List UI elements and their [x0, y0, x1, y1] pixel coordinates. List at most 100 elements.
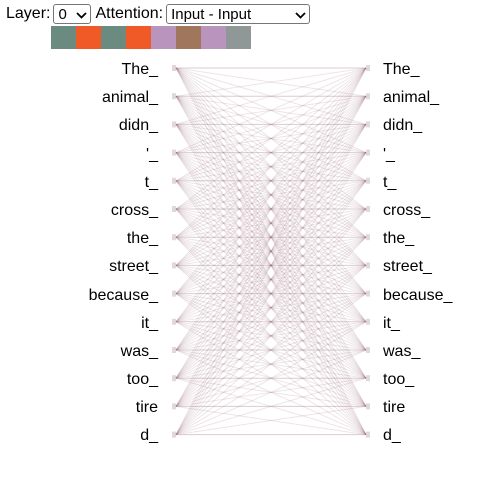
- right-token-7[interactable]: street_: [383, 258, 432, 276]
- attention-line: [175, 180, 367, 379]
- left-token-0[interactable]: The_: [121, 61, 158, 78]
- attention-line: [175, 124, 367, 407]
- attention-line: [175, 180, 367, 295]
- right-token-8[interactable]: because_: [383, 286, 453, 304]
- attention-line: [175, 67, 367, 238]
- attention-line: [175, 208, 367, 379]
- head-swatch-5[interactable]: [176, 26, 201, 49]
- attention-line: [175, 321, 367, 436]
- attention-line: [175, 95, 367, 435]
- attention-line: [175, 95, 367, 125]
- left-token-12[interactable]: tire: [135, 399, 158, 417]
- right-token-5[interactable]: cross_: [383, 201, 431, 219]
- attention-line: [175, 321, 367, 436]
- attention-line: [175, 208, 367, 266]
- right-token-6[interactable]: the_: [383, 230, 415, 248]
- attention-line: [175, 152, 367, 210]
- attention-line: [175, 377, 367, 407]
- right-token-11[interactable]: too_: [383, 371, 415, 389]
- attention-line: [175, 124, 367, 294]
- head-swatch-1[interactable]: [76, 26, 101, 49]
- head-swatch-7[interactable]: [226, 26, 251, 49]
- attention-line: [175, 124, 367, 323]
- attention-line: [175, 264, 367, 379]
- attention-line: [175, 293, 367, 436]
- attention-line: [175, 123, 367, 210]
- attention-line: [175, 180, 367, 407]
- layer-select-value: 0: [58, 6, 67, 23]
- left-token-9[interactable]: it_: [141, 314, 158, 332]
- left-token-4[interactable]: t_: [144, 173, 158, 191]
- attention-line: [175, 236, 367, 379]
- left-token-13[interactable]: d_: [140, 427, 158, 445]
- attention-line: [175, 236, 367, 435]
- right-token-4[interactable]: t_: [383, 173, 397, 191]
- right-token-2[interactable]: didn_: [383, 117, 423, 135]
- right-token-column: The_ animal_ didn_ '_ t_ cross_ the_ street_bec…: [383, 56, 452, 451]
- right-token-3[interactable]: '_: [383, 145, 395, 163]
- head-swatch-4[interactable]: [151, 26, 176, 49]
- attention-line: [175, 236, 367, 295]
- left-token-10[interactable]: was_: [120, 342, 158, 360]
- attention-line: [175, 236, 367, 435]
- attention-line: [175, 123, 367, 182]
- right-token-12[interactable]: tire: [383, 399, 406, 417]
- token-anchor-marker: [172, 65, 176, 71]
- left-token-11[interactable]: too_: [126, 371, 158, 389]
- left-token-5[interactable]: cross_: [110, 201, 158, 219]
- attention-label: Attention:: [95, 5, 164, 22]
- attention-line: [175, 264, 367, 323]
- attention-line: [175, 67, 367, 351]
- attention-line: [175, 405, 367, 436]
- attention-line: [175, 293, 367, 351]
- right-token-13[interactable]: d_: [383, 427, 401, 445]
- attention-line: [175, 67, 367, 351]
- token-anchor-marker: [172, 149, 176, 156]
- attention-line: [175, 124, 367, 379]
- attention-line: [175, 264, 367, 407]
- token-anchor-marker: [172, 403, 176, 410]
- attention-line: [175, 67, 367, 97]
- left-token-3[interactable]: '_: [146, 145, 158, 163]
- attention-line: [175, 264, 367, 351]
- attention-line: [175, 180, 367, 379]
- attention-line: [175, 124, 367, 379]
- attention-line: [175, 95, 367, 407]
- token-anchor-marker: [366, 234, 370, 241]
- head-swatch-2[interactable]: [101, 26, 126, 49]
- attention-line: [175, 95, 367, 210]
- attention-line: [175, 293, 367, 351]
- left-token-2[interactable]: didn_: [118, 117, 158, 135]
- token-anchor-marker: [366, 149, 370, 156]
- attention-line: [175, 264, 367, 295]
- head-swatch-0[interactable]: [51, 26, 76, 49]
- attention-line: [175, 67, 367, 323]
- right-token-0[interactable]: The_: [383, 61, 420, 78]
- attention-line: [175, 180, 367, 238]
- layer-select[interactable]: 0: [53, 4, 92, 24]
- attention-line: [175, 95, 367, 210]
- attention-line: [175, 264, 367, 295]
- attention-line: [175, 349, 367, 436]
- token-anchor-marker: [172, 262, 176, 269]
- attention-line: [175, 152, 367, 238]
- token-anchor-marker: [172, 121, 176, 128]
- attention-select[interactable]: Input - Input: [166, 4, 311, 24]
- token-anchor-marker: [172, 347, 176, 353]
- attention-line: [175, 236, 367, 407]
- left-token-6[interactable]: the_: [126, 230, 158, 248]
- head-swatch-6[interactable]: [201, 26, 226, 49]
- attention-line: [175, 152, 367, 323]
- right-token-10[interactable]: was_: [383, 342, 421, 360]
- left-token-1[interactable]: animal_: [101, 89, 158, 107]
- left-token-8[interactable]: because_: [88, 286, 158, 304]
- head-swatch-3[interactable]: [126, 26, 151, 49]
- right-token-1[interactable]: animal_: [383, 89, 440, 107]
- attention-line: [175, 123, 367, 154]
- left-token-7[interactable]: street_: [109, 258, 158, 276]
- token-anchor-marker: [366, 290, 370, 297]
- attention-line: [175, 236, 367, 351]
- attention-line: [175, 208, 367, 238]
- right-token-9[interactable]: it_: [383, 314, 400, 332]
- attention-line: [175, 180, 367, 210]
